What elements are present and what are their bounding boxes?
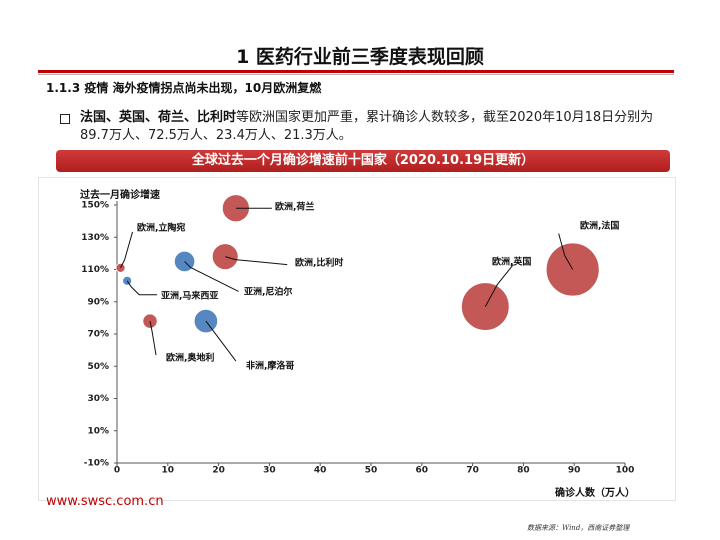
x-tick-label: 40 bbox=[314, 466, 327, 476]
data-label: 欧洲,奥地利 bbox=[166, 352, 214, 364]
title-rule-gray bbox=[38, 74, 674, 75]
chart-banner: 全球过去一个月确诊增速前十国家（2020.10.19日更新） bbox=[56, 150, 670, 172]
y-tick-label: 90% bbox=[87, 297, 109, 307]
leader-line bbox=[484, 264, 514, 307]
leader-line bbox=[225, 256, 288, 266]
data-label: 欧洲,比利时 bbox=[295, 257, 343, 269]
bubble-欧洲,奥地利 bbox=[142, 313, 158, 329]
footer-url[interactable]: www.swsc.com.cn bbox=[46, 494, 164, 509]
data-label: 亚洲,马来西亚 bbox=[161, 290, 218, 302]
data-label: 欧洲,立陶宛 bbox=[137, 222, 185, 234]
data-label: 亚洲,尼泊尔 bbox=[244, 286, 292, 298]
leader-line bbox=[184, 261, 239, 292]
chart-frame bbox=[38, 177, 676, 501]
y-tick-label: 110% bbox=[81, 265, 109, 275]
x-tick-label: 90 bbox=[568, 466, 581, 476]
y-tick-label: 150% bbox=[81, 201, 109, 211]
data-label: 欧洲,荷兰 bbox=[275, 201, 314, 213]
leader-line bbox=[558, 233, 574, 270]
y-tick-label: 130% bbox=[81, 233, 109, 243]
y-tick-label: 10% bbox=[87, 426, 109, 436]
summary-text: 等欧洲国家更加严重，累计确诊人数较多，截至2020年10月18日分别为89.7万… bbox=[80, 110, 654, 143]
x-tick-label: 80 bbox=[517, 466, 530, 476]
x-tick-label: 10 bbox=[162, 466, 175, 476]
summary-lead: 法国、英国、荷兰、比利时 bbox=[80, 110, 237, 125]
x-tick-label: 30 bbox=[263, 466, 276, 476]
footer-source: 数据来源：Wind，西南证券整理 bbox=[527, 524, 630, 532]
y-tick-label: -10% bbox=[84, 459, 109, 469]
y-tick-label: 70% bbox=[87, 330, 109, 340]
page-title: 1 医药行业前三季度表现回顾 bbox=[236, 46, 484, 68]
leader-line bbox=[126, 280, 158, 296]
x-tick-label: 60 bbox=[416, 466, 429, 476]
data-label: 非洲,摩洛哥 bbox=[246, 360, 294, 372]
y-axis-title: 过去一月确诊增速 bbox=[80, 190, 160, 201]
section-heading: 1.1.3 疫情 海外疫情拐点尚未出现，10月欧洲复燃 bbox=[46, 81, 322, 95]
y-tick-label: 50% bbox=[87, 362, 109, 372]
leader-line bbox=[205, 320, 237, 362]
leader-line bbox=[120, 231, 134, 269]
data-label: 欧洲,英国 bbox=[492, 256, 531, 268]
y-tick-label: 30% bbox=[87, 394, 109, 404]
summary-paragraph: 法国、英国、荷兰、比利时等欧洲国家更加严重，累计确诊人数较多，截至2020年10… bbox=[80, 109, 680, 145]
data-label: 欧洲,法国 bbox=[580, 220, 619, 232]
x-tick-label: 70 bbox=[466, 466, 479, 476]
title-rule-red bbox=[38, 70, 674, 73]
leader-line bbox=[149, 321, 157, 356]
x-tick-label: 100 bbox=[616, 466, 635, 476]
x-tick-label: 0 bbox=[114, 466, 120, 476]
bullet-square-icon bbox=[60, 114, 70, 124]
x-axis-title: 确诊人数（万人） bbox=[555, 488, 635, 499]
x-tick-label: 50 bbox=[365, 466, 378, 476]
x-tick-label: 20 bbox=[212, 466, 225, 476]
